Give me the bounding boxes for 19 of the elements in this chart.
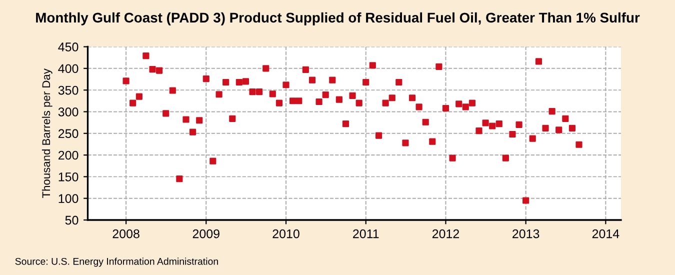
x-tick-label: 2009: [192, 229, 220, 238]
y-axis-title: Thousand Barrels per Day: [42, 68, 52, 198]
y-tick-label: 250: [58, 129, 78, 138]
x-tick-label: 2014: [592, 229, 620, 238]
source-note: Source: U.S. Energy Information Administration: [15, 258, 218, 267]
y-tick-label: 100: [58, 194, 78, 203]
chart-title: Monthly Gulf Coast (PADD 3) Product Supplied of Residual Fuel Oil, Greater Than 1% Sulfur: [36, 12, 640, 26]
y-tick-label: 50: [65, 216, 78, 225]
y-tick-label: 300: [58, 108, 78, 116]
y-tick-label: 150: [58, 172, 78, 182]
x-tick-label: 2013: [512, 229, 540, 238]
y-tick-label: 400: [58, 64, 78, 74]
y-tick-label: 200: [58, 150, 78, 160]
x-tick-label: 2012: [432, 229, 460, 238]
x-tick-label: 2008: [112, 229, 140, 238]
y-tick-label: 350: [58, 86, 78, 95]
y-tick-label: 450: [58, 42, 78, 52]
x-tick-label: 2011: [353, 229, 379, 238]
x-tick-label: 2010: [272, 229, 300, 238]
